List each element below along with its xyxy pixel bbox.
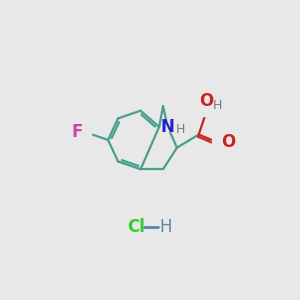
Bar <box>201 107 212 116</box>
Text: H: H <box>176 123 185 136</box>
Text: H: H <box>213 99 222 112</box>
Bar <box>80 128 91 137</box>
Bar <box>162 122 173 131</box>
Text: O: O <box>221 133 236 151</box>
Bar <box>212 138 223 147</box>
Text: N: N <box>161 118 175 136</box>
Text: O: O <box>199 92 214 110</box>
Text: Cl: Cl <box>127 218 145 236</box>
Text: H: H <box>159 218 172 236</box>
Text: F: F <box>71 123 82 141</box>
